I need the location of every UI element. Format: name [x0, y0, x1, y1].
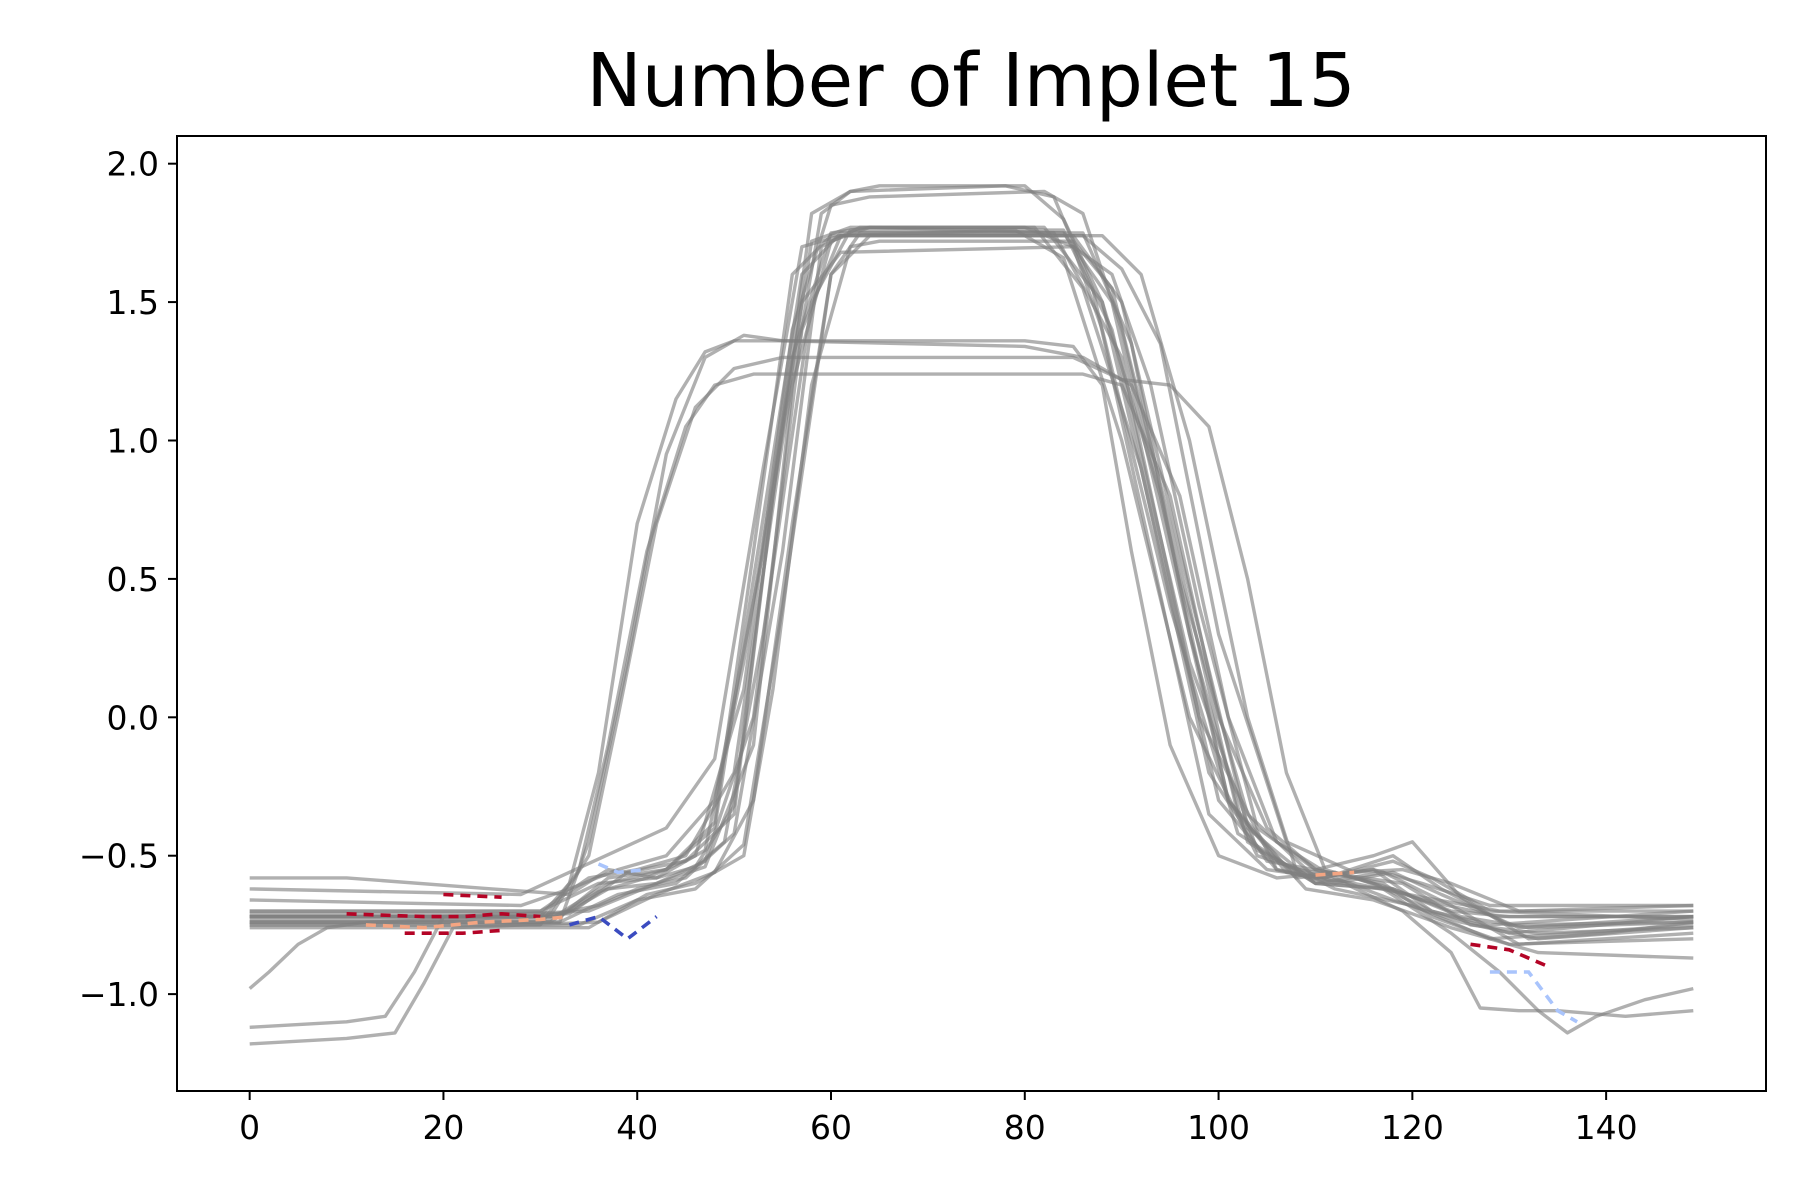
x-tick-label: 60 [810, 1108, 852, 1147]
y-tick-label: 2.0 [107, 145, 159, 184]
highlight-layer [346, 862, 1578, 1024]
x-tick-label: 140 [1575, 1108, 1638, 1147]
series-line-7 [249, 228, 1694, 922]
y-tick-label: 0.5 [107, 560, 159, 599]
x-tick-label: 100 [1187, 1108, 1250, 1147]
highlight-segment-1 [346, 911, 541, 919]
highlight-segment-7 [1315, 870, 1355, 877]
x-axis: 0 20 40 60 80 100 120 140 [239, 1091, 1638, 1147]
chart-title: Number of Implet 15 [586, 38, 1355, 124]
highlight-segment-8 [1470, 942, 1549, 969]
plot-frame [176, 135, 1767, 1092]
y-axis: −1.0 −0.5 0.0 0.5 1.0 1.5 2.0 [79, 145, 177, 1014]
highlight-segment-6 [597, 862, 648, 875]
highlight-segment-5 [568, 914, 658, 942]
series-line-18 [249, 333, 1694, 941]
y-tick-label: 0.0 [107, 698, 159, 737]
series-line-9 [249, 184, 1694, 930]
y-tick-label: −1.0 [79, 975, 159, 1014]
highlight-segment-4 [404, 928, 502, 935]
x-tick-label: 0 [239, 1108, 260, 1147]
y-tick-label: 1.0 [107, 421, 159, 460]
x-tick-label: 40 [616, 1108, 658, 1147]
highlight-segment-3 [443, 892, 502, 899]
y-tick-label: −0.5 [79, 837, 159, 876]
series-layer [248, 184, 1694, 1046]
x-tick-label: 120 [1381, 1108, 1444, 1147]
x-tick-label: 20 [422, 1108, 464, 1147]
highlight-segment-9 [1489, 970, 1578, 1024]
series-line-20 [249, 231, 1694, 1046]
highlight-segment-2 [365, 914, 570, 930]
series-line-14 [249, 245, 1694, 941]
y-tick-label: 1.5 [107, 283, 159, 322]
x-tick-label: 80 [1004, 1108, 1046, 1147]
